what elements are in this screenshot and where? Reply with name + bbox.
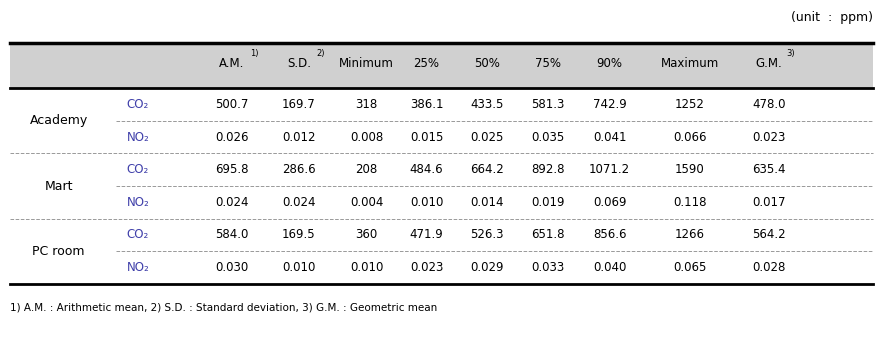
Bar [11, 45, 872, 88]
Text: 484.6: 484.6 [410, 163, 443, 176]
Text: 3): 3) [787, 49, 796, 58]
Text: S.D.: S.D. [287, 57, 311, 70]
Text: 892.8: 892.8 [532, 163, 565, 176]
Text: 0.010: 0.010 [350, 261, 383, 274]
Text: Minimum: Minimum [339, 57, 394, 70]
Text: 0.066: 0.066 [673, 131, 706, 144]
Text: 0.008: 0.008 [350, 131, 383, 144]
Text: 0.035: 0.035 [532, 131, 564, 144]
Text: 318: 318 [356, 98, 378, 111]
Text: 478.0: 478.0 [752, 98, 786, 111]
Text: 0.012: 0.012 [283, 131, 315, 144]
Text: G.M.: G.M. [756, 57, 782, 70]
Text: 1266: 1266 [675, 228, 705, 241]
Text: 50%: 50% [474, 57, 500, 70]
Text: 0.028: 0.028 [752, 261, 786, 274]
Text: Maximum: Maximum [660, 57, 719, 70]
Text: 564.2: 564.2 [752, 228, 786, 241]
Text: 1590: 1590 [675, 163, 705, 176]
Text: 0.029: 0.029 [471, 261, 504, 274]
Text: 360: 360 [356, 228, 378, 241]
Text: CO₂: CO₂ [126, 98, 149, 111]
Text: A.M.: A.M. [219, 57, 245, 70]
Text: 0.025: 0.025 [471, 131, 504, 144]
Text: NO₂: NO₂ [126, 196, 149, 209]
Text: 0.023: 0.023 [410, 261, 443, 274]
Text: 0.024: 0.024 [215, 196, 249, 209]
Text: 0.041: 0.041 [592, 131, 626, 144]
Text: 0.017: 0.017 [752, 196, 786, 209]
Text: 169.5: 169.5 [282, 228, 316, 241]
Text: 433.5: 433.5 [471, 98, 504, 111]
Text: 0.118: 0.118 [673, 196, 706, 209]
Text: 0.010: 0.010 [410, 196, 443, 209]
Text: 0.065: 0.065 [673, 261, 706, 274]
Text: CO₂: CO₂ [126, 228, 149, 241]
Text: 0.014: 0.014 [471, 196, 504, 209]
Text: 635.4: 635.4 [752, 163, 786, 176]
Text: 0.015: 0.015 [410, 131, 443, 144]
Text: 169.7: 169.7 [282, 98, 316, 111]
Text: Mart: Mart [44, 180, 73, 192]
Text: 1071.2: 1071.2 [589, 163, 630, 176]
Text: 90%: 90% [597, 57, 623, 70]
Text: 1): 1) [250, 49, 258, 58]
Text: 742.9: 742.9 [592, 98, 627, 111]
Text: NO₂: NO₂ [126, 131, 149, 144]
Text: 0.069: 0.069 [592, 196, 626, 209]
Text: 651.8: 651.8 [532, 228, 565, 241]
Text: 856.6: 856.6 [592, 228, 626, 241]
Text: PC room: PC room [33, 245, 85, 258]
Text: 0.019: 0.019 [532, 196, 565, 209]
Text: 2): 2) [316, 49, 325, 58]
Text: 500.7: 500.7 [215, 98, 249, 111]
Text: 1) A.M. : Arithmetic mean, 2) S.D. : Standard deviation, 3) G.M. : Geometric mea: 1) A.M. : Arithmetic mean, 2) S.D. : Sta… [11, 302, 437, 312]
Text: 584.0: 584.0 [215, 228, 249, 241]
Text: 526.3: 526.3 [471, 228, 504, 241]
Text: 0.004: 0.004 [350, 196, 383, 209]
Text: 25%: 25% [413, 57, 440, 70]
Text: (unit  :  ppm): (unit : ppm) [791, 11, 872, 24]
Text: 0.024: 0.024 [283, 196, 315, 209]
Text: 0.026: 0.026 [215, 131, 249, 144]
Text: CO₂: CO₂ [126, 163, 149, 176]
Text: NO₂: NO₂ [126, 261, 149, 274]
Text: 581.3: 581.3 [532, 98, 565, 111]
Text: 0.023: 0.023 [752, 131, 786, 144]
Text: 0.033: 0.033 [532, 261, 564, 274]
Text: 75%: 75% [535, 57, 561, 70]
Text: 664.2: 664.2 [471, 163, 504, 176]
Text: 471.9: 471.9 [410, 228, 443, 241]
Text: 0.010: 0.010 [283, 261, 315, 274]
Text: 1252: 1252 [675, 98, 705, 111]
Text: 208: 208 [356, 163, 378, 176]
Text: 286.6: 286.6 [282, 163, 316, 176]
Text: 0.030: 0.030 [215, 261, 249, 274]
Text: 695.8: 695.8 [215, 163, 249, 176]
Text: Academy: Academy [29, 114, 87, 127]
Text: 0.040: 0.040 [593, 261, 626, 274]
Text: 386.1: 386.1 [410, 98, 443, 111]
